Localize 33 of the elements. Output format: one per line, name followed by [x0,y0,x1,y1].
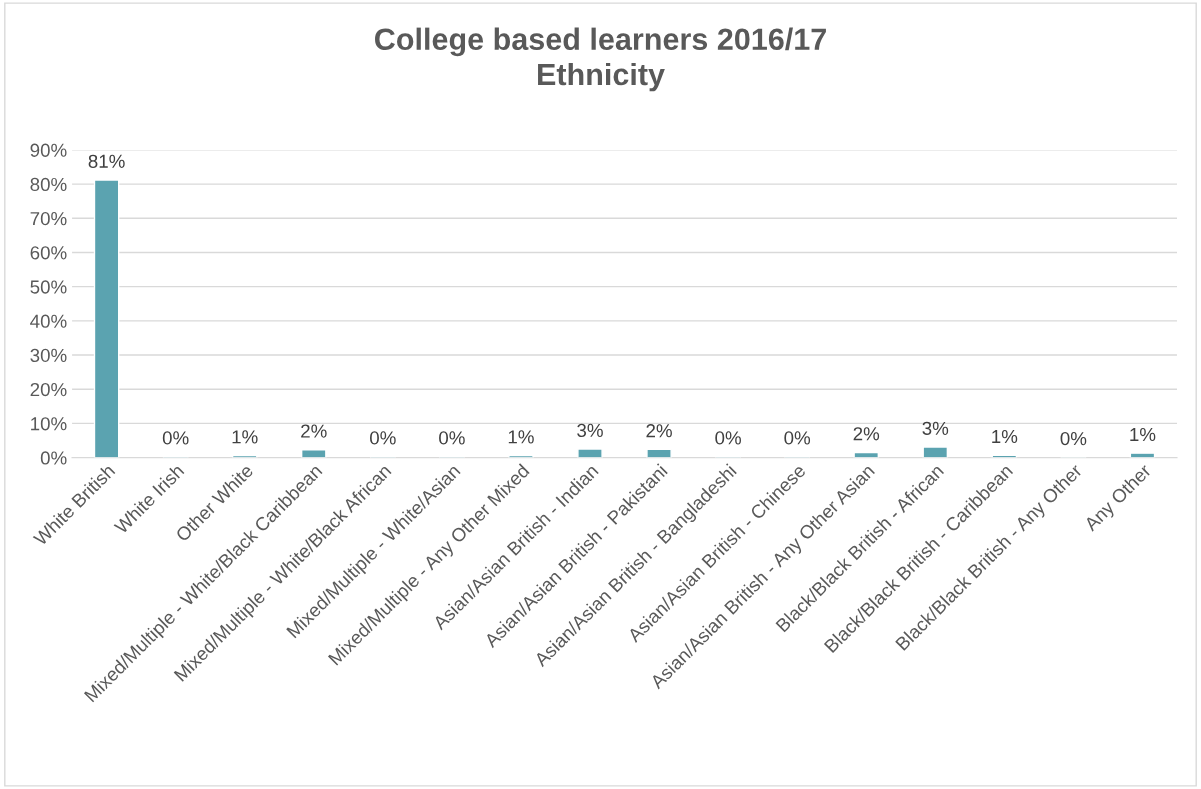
bar [577,448,603,458]
data-label: 3% [577,423,603,438]
y-tick-label: 90% [30,143,67,157]
y-tick-label: 40% [30,314,67,328]
bar [93,179,120,458]
bar [922,446,949,458]
data-label: 1% [992,429,1018,444]
y-tick-label: 30% [30,348,67,363]
data-label: 2% [646,424,672,438]
data-label: 2% [301,424,327,438]
data-label: 2% [853,427,880,441]
data-label: 0% [1060,431,1087,446]
chart-title: College based learners 2016/17 Ethnicity [375,27,826,92]
data-label: 0% [784,431,811,445]
bar [300,449,327,458]
bar [646,448,672,458]
data-label: 3% [922,421,949,435]
data-label: 0% [370,431,396,445]
y-tick-label: 10% [31,417,67,431]
bar [1129,452,1156,458]
y-tick-label: 70% [30,211,67,226]
data-label: 0% [439,431,465,445]
data-label: 0% [162,431,189,445]
y-tick-label: 20% [30,382,67,397]
y-tick-label: 0% [40,451,67,465]
data-label: 81% [88,154,125,168]
data-label: 1% [232,430,258,444]
data-label: 1% [508,430,534,444]
data-label: 0% [715,431,741,445]
data-label: 1% [1130,427,1156,442]
y-tick-label: 80% [30,177,67,192]
y-tick-label: 60% [30,246,67,260]
y-tick-label: 50% [30,280,67,294]
